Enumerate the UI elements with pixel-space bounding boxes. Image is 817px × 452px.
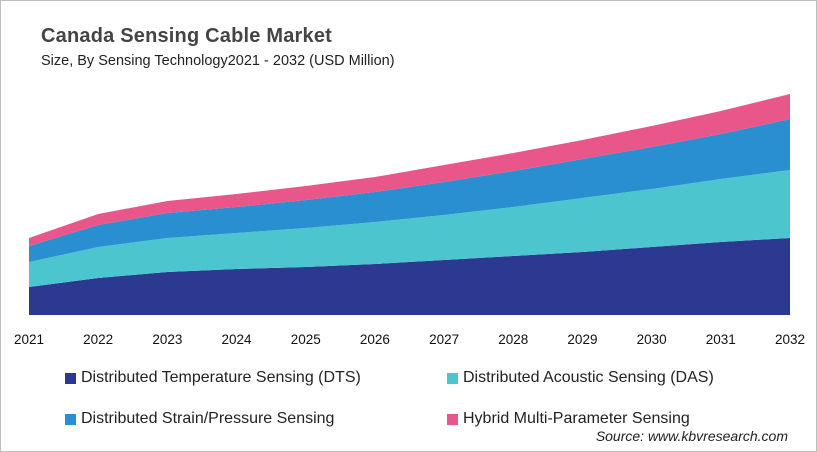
x-tick-label: 2025 <box>291 332 321 347</box>
legend-label: Hybrid Multi-Parameter Sensing <box>463 410 690 427</box>
x-tick-label: 2021 <box>14 332 44 347</box>
legend-swatch <box>447 372 458 384</box>
legend-item-hybrid: Hybrid Multi-Parameter Sensing <box>447 410 690 428</box>
chart-title: Canada Sensing Cable Market <box>41 25 333 47</box>
x-tick-label: 2023 <box>152 332 182 347</box>
area-series-2 <box>29 119 790 262</box>
legend-label: Distributed Strain/Pressure Sensing <box>81 410 335 427</box>
x-tick-label: 2032 <box>775 332 805 347</box>
legend-item-das: Distributed Acoustic Sensing (DAS) <box>447 369 714 387</box>
plot-area: 2021 2022 2023 2024 2025 2026 2027 2028 2029 2030… <box>14 94 805 347</box>
x-tick-label: 2026 <box>360 332 390 347</box>
x-tick-label: 2029 <box>567 332 597 347</box>
legend-item-dts: Distributed Temperature Sensing (DTS) <box>65 369 361 387</box>
legend-label: Distributed Acoustic Sensing (DAS) <box>463 369 714 386</box>
chart-subtitle: Size, By Sensing Technology2021 - 2032 (… <box>41 53 395 69</box>
x-tick-label: 2030 <box>637 332 667 347</box>
x-tick-label: 2024 <box>222 332 253 347</box>
x-tick-label: 2022 <box>83 332 113 347</box>
area-series-0 <box>29 238 790 315</box>
source-note: Source: www.kbvresearch.com <box>595 428 788 444</box>
x-tick-label: 2031 <box>706 332 736 347</box>
x-tick-label: 2028 <box>498 332 528 347</box>
area-series-1 <box>29 170 790 287</box>
legend-swatch <box>447 413 458 425</box>
legend-swatch <box>65 413 76 425</box>
legend-swatch <box>65 372 76 384</box>
legend-label: Distributed Temperature Sensing (DTS) <box>81 369 361 386</box>
legend-item-strain: Distributed Strain/Pressure Sensing <box>65 410 334 428</box>
area-series-3 <box>29 94 790 246</box>
x-tick-label: 2027 <box>429 332 459 347</box>
